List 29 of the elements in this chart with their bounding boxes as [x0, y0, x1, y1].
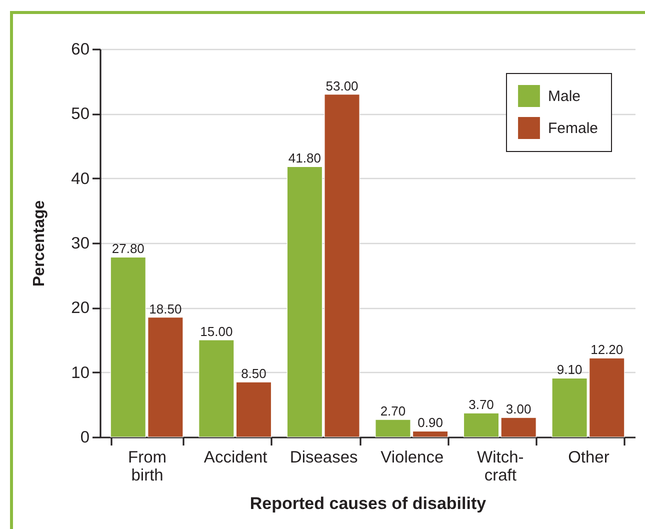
data-label: 53.00: [326, 78, 358, 94]
data-label: 2.70: [380, 404, 406, 419]
data-label: 18.50: [149, 301, 182, 316]
x-tick-label: Witch-craft: [477, 448, 524, 484]
x-axis-title: Reported causes of disability: [250, 494, 487, 513]
legend-label: Male: [548, 88, 581, 105]
y-axis-title: Percentage: [31, 200, 48, 287]
y-tick-label: 40: [71, 170, 90, 188]
data-label: 41.80: [288, 150, 321, 166]
x-tick-label: Violence: [380, 448, 444, 466]
y-tick-label: 0: [80, 428, 90, 446]
data-label: 9.10: [556, 362, 582, 378]
data-label: 12.20: [590, 342, 624, 358]
x-tick-label: Other: [568, 448, 610, 466]
data-label: 15.00: [200, 324, 233, 339]
x-tick-label: From birth: [128, 448, 167, 484]
y-tick-label: 50: [71, 105, 90, 124]
y-tick-label: 30: [71, 234, 90, 252]
legend-label: Female: [548, 120, 598, 137]
x-tick-label: Accident: [204, 448, 268, 466]
data-label: 8.50: [241, 366, 266, 382]
data-label: 27.80: [112, 241, 144, 256]
data-label: 0.90: [418, 415, 443, 430]
y-tick-label: 10: [71, 364, 90, 382]
data-label: 3.00: [506, 402, 532, 417]
y-tick-label: 60: [71, 40, 90, 58]
x-tick-label: Diseases: [290, 448, 358, 466]
y-tick-label: 20: [71, 299, 90, 318]
data-label: 3.70: [468, 397, 494, 412]
